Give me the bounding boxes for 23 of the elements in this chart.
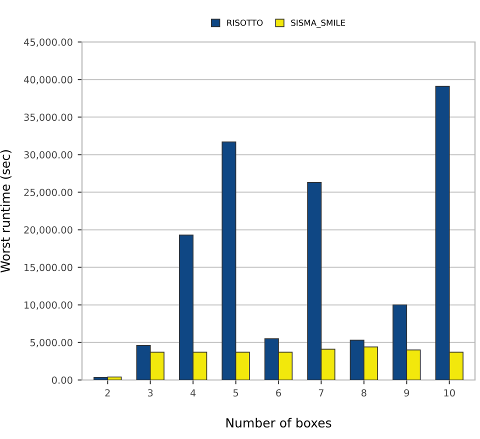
y-tick-label: 5,000.00 [30,338,72,348]
x-tick-label: 9 [404,389,410,397]
legend-label: RISOTTO [227,20,263,26]
y-tick-label: 10,000.00 [24,301,72,310]
x-tick-label: 10 [444,389,455,397]
y-tick-label: 45,000.00 [24,38,72,47]
x-tick-label: 5 [233,389,238,397]
x-tick-label: 4 [190,389,196,396]
y-tick-label: 30,000.00 [24,151,72,160]
x-tick-label: 7 [318,389,324,396]
y-tick-label: 25,000.00 [24,188,72,198]
y-tick-label: 20,000.00 [24,226,72,235]
y-tick-label: 15,000.00 [24,264,72,272]
y-tick-label: 35,000.00 [24,114,72,122]
x-tick-label: 2 [105,389,110,396]
x-tick-label: 6 [276,389,281,397]
legend-label: SISMA_SMILE [291,20,346,28]
x-tick-label: 3 [148,389,153,397]
x-tick-label: 8 [362,389,366,397]
x-axis-title: Number of boxes [226,418,332,428]
y-axis-title: Worst runtime (sec) [0,150,12,272]
y-tick-label: 40,000.00 [24,76,72,84]
y-tick-label: 0.00 [52,376,72,384]
